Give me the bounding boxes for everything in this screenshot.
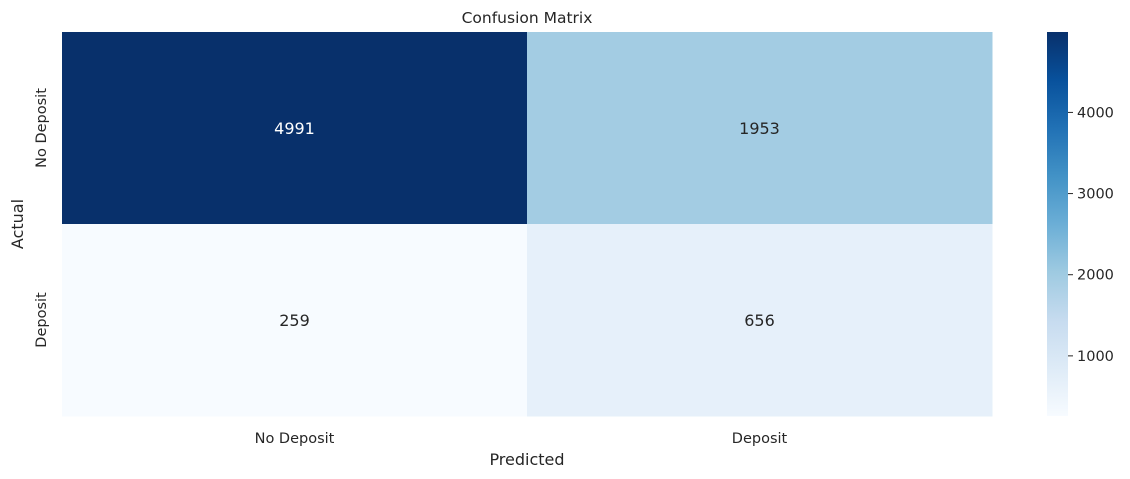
colorbar-tick-label: 1000 — [1077, 349, 1114, 365]
colorbar-tick-label: 3000 — [1077, 187, 1114, 203]
cell-value-label: 1953 — [739, 119, 780, 138]
y-tick-label: No Deposit — [34, 88, 50, 168]
cell-value-label: 656 — [744, 311, 775, 330]
y-tick-labels: No Deposit Deposit — [34, 88, 50, 348]
cell-value-label: 4991 — [274, 119, 315, 138]
heatmap-cell — [527, 32, 993, 225]
colorbar — [1047, 32, 1068, 416]
x-axis-label: Predicted — [489, 450, 564, 469]
colorbar-ticks: 1000 2000 3000 4000 — [1068, 105, 1114, 365]
y-axis-label: Actual — [8, 199, 27, 249]
heatmap-cell — [527, 224, 993, 417]
colorbar-tick-label: 2000 — [1077, 268, 1114, 284]
colorbar-tick-label: 4000 — [1077, 105, 1114, 121]
cell-value-label: 259 — [279, 311, 310, 330]
heatmap-cell — [62, 224, 528, 417]
y-tick-label: Deposit — [34, 292, 50, 348]
heatmap-cell — [62, 32, 528, 225]
x-tick-label: No Deposit — [255, 431, 335, 447]
x-tick-labels: No Deposit Deposit — [255, 431, 788, 447]
chart-title: Confusion Matrix — [462, 9, 593, 27]
heatmap-cells: 4991 1953 259 656 — [62, 32, 993, 417]
x-tick-label: Deposit — [732, 431, 788, 447]
